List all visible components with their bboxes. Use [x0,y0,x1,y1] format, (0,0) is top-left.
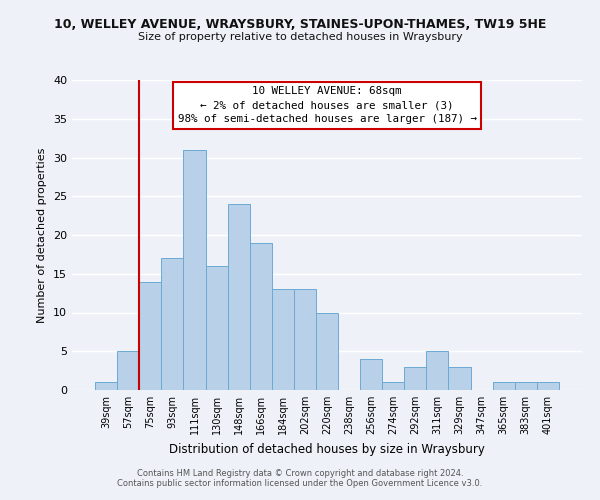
Bar [117,351,139,390]
Text: 10 WELLEY AVENUE: 68sqm
← 2% of detached houses are smaller (3)
98% of semi-deta: 10 WELLEY AVENUE: 68sqm ← 2% of detached… [178,86,476,124]
Bar [537,382,559,390]
Bar [139,282,161,390]
Bar [360,359,382,390]
Bar [250,243,272,390]
Bar [316,312,338,390]
Bar [515,382,537,390]
Bar [95,382,117,390]
Bar [161,258,184,390]
Bar [272,289,294,390]
Text: Contains HM Land Registry data © Crown copyright and database right 2024.: Contains HM Land Registry data © Crown c… [137,468,463,477]
Bar [427,351,448,390]
Bar [448,367,470,390]
Bar [493,382,515,390]
Bar [294,289,316,390]
Text: Size of property relative to detached houses in Wraysbury: Size of property relative to detached ho… [137,32,463,42]
Bar [206,266,227,390]
Text: 10, WELLEY AVENUE, WRAYSBURY, STAINES-UPON-THAMES, TW19 5HE: 10, WELLEY AVENUE, WRAYSBURY, STAINES-UP… [54,18,546,30]
Text: Contains public sector information licensed under the Open Government Licence v3: Contains public sector information licen… [118,478,482,488]
Bar [404,367,427,390]
Bar [184,150,206,390]
Y-axis label: Number of detached properties: Number of detached properties [37,148,47,322]
Bar [227,204,250,390]
Bar [382,382,404,390]
X-axis label: Distribution of detached houses by size in Wraysbury: Distribution of detached houses by size … [169,442,485,456]
